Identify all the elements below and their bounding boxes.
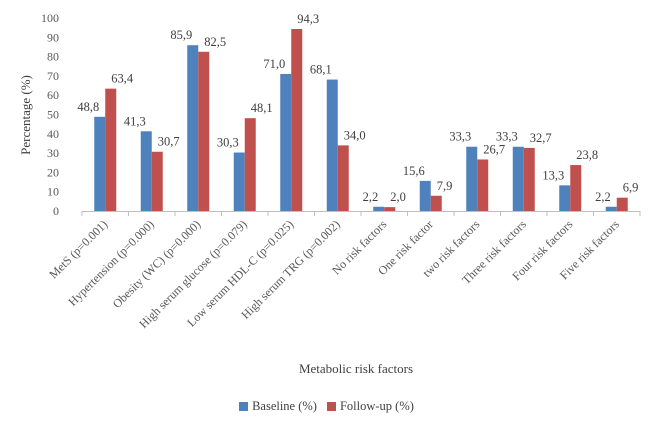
data-label-follow-up: 2,0 xyxy=(390,190,406,204)
legend-label-follow-up: Follow-up (%) xyxy=(339,399,414,413)
bar-baseline xyxy=(94,116,106,211)
bar-baseline xyxy=(512,146,524,211)
x-tick-label: Hypertension (p=0.000) xyxy=(65,217,157,309)
data-label-baseline: 48,8 xyxy=(77,100,99,114)
y-tick-label: 70 xyxy=(47,69,59,83)
bar-follow-up xyxy=(616,197,628,211)
data-label-baseline: 68,1 xyxy=(310,63,332,77)
legend-label-baseline: Baseline (%) xyxy=(252,399,317,413)
bar-baseline xyxy=(605,206,617,211)
bar-follow-up xyxy=(151,151,163,211)
y-tick-label: 0 xyxy=(53,204,59,218)
bar-baseline xyxy=(419,180,431,211)
bar-follow-up xyxy=(105,88,117,211)
bar-follow-up xyxy=(570,165,582,211)
x-tick-label: Obesity (WC) (p=0.000) xyxy=(110,217,204,311)
y-axis-title: Percentage (%) xyxy=(18,75,33,155)
y-tick-label: 30 xyxy=(47,146,59,160)
data-label-baseline: 71,0 xyxy=(263,57,285,71)
y-tick-label: 60 xyxy=(47,88,59,102)
y-tick-label: 50 xyxy=(47,108,59,122)
x-tick-label: High serum TRG (p=0.002) xyxy=(238,217,343,322)
bar-follow-up xyxy=(384,207,396,211)
bar-follow-up xyxy=(198,51,210,212)
data-label-follow-up: 23,8 xyxy=(576,148,598,162)
y-tick-label: 10 xyxy=(47,185,59,199)
y-tick-label: 20 xyxy=(47,165,59,179)
legend-swatch-follow-up xyxy=(326,402,336,411)
data-label-baseline: 33,3 xyxy=(496,130,518,144)
data-label-follow-up: 26,7 xyxy=(483,142,505,156)
y-tick-label: 90 xyxy=(47,30,59,44)
x-axis-ticks xyxy=(81,211,641,216)
chart: 0 10 20 30 40 50 60 70 80 90 100 48,8 63,4 41,3 30,7 8… xyxy=(18,11,641,376)
y-tick-label: 100 xyxy=(41,11,59,25)
data-label-baseline: 2,2 xyxy=(595,190,611,204)
bar-baseline xyxy=(466,146,478,211)
data-label-follow-up: 30,7 xyxy=(158,135,180,149)
data-label-baseline: 30,3 xyxy=(217,136,239,150)
data-label-follow-up: 63,4 xyxy=(111,72,134,86)
data-label-follow-up: 7,9 xyxy=(437,179,453,193)
y-axis-ticks: 0 10 20 30 40 50 60 70 80 90 100 xyxy=(41,11,59,218)
data-label-baseline: 41,3 xyxy=(124,114,146,128)
data-label-baseline: 2,2 xyxy=(363,190,379,204)
bars xyxy=(94,29,628,212)
data-label-follow-up: 34,0 xyxy=(344,128,366,142)
legend-swatch-baseline xyxy=(239,402,249,411)
bar-baseline xyxy=(373,206,385,211)
x-axis-tick-labels: MetS (p=0.001)Hypertension (p=0.000)Obes… xyxy=(46,217,622,331)
bar-follow-up xyxy=(337,145,349,211)
data-label-baseline: 33,3 xyxy=(449,130,471,144)
bar-baseline xyxy=(559,185,571,211)
data-label-baseline: 85,9 xyxy=(170,28,192,42)
bar-baseline xyxy=(233,152,245,211)
y-tick-label: 40 xyxy=(47,127,59,141)
bar-follow-up xyxy=(291,29,303,211)
bar-follow-up xyxy=(477,159,489,211)
data-label-baseline: 13,3 xyxy=(542,168,564,182)
legend-item-follow-up: Follow-up (%) xyxy=(326,399,414,414)
bar-follow-up xyxy=(244,118,256,211)
y-tick-label: 80 xyxy=(47,50,59,64)
data-label-follow-up: 48,1 xyxy=(251,101,273,115)
data-label-follow-up: 32,7 xyxy=(530,131,552,145)
data-label-follow-up: 6,9 xyxy=(623,181,639,195)
bar-follow-up xyxy=(523,147,535,211)
bar-baseline xyxy=(187,45,199,212)
bar-baseline xyxy=(140,131,152,211)
data-label-follow-up: 94,3 xyxy=(297,12,319,26)
bar-baseline xyxy=(280,73,292,211)
data-labels: 48,8 63,4 41,3 30,7 85,9 82,5 30,3 48,1 71,0 94,3… xyxy=(77,12,638,204)
bar-baseline xyxy=(326,79,338,211)
bar-follow-up xyxy=(430,195,442,211)
legend: Baseline (%) Follow-up (%) xyxy=(0,399,653,414)
data-label-baseline: 15,6 xyxy=(403,164,425,178)
legend-item-baseline: Baseline (%) xyxy=(239,399,317,414)
x-axis-title: Metabolic risk factors xyxy=(299,361,413,376)
data-label-follow-up: 82,5 xyxy=(204,35,226,49)
